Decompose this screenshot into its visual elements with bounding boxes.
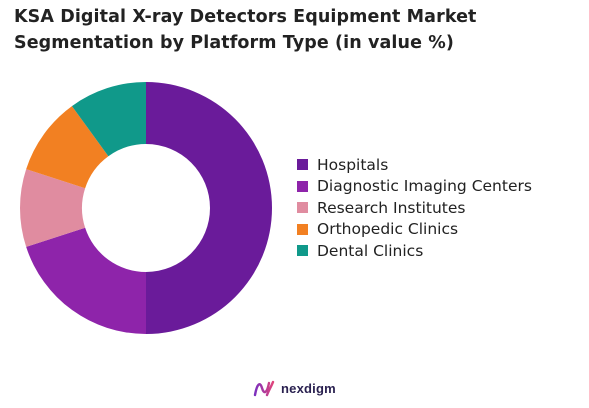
legend-item: Diagnostic Imaging Centers (297, 176, 532, 198)
nexdigm-logo-icon (253, 380, 275, 397)
chart-title: KSA Digital X-ray Detectors Equipment Ma… (14, 7, 477, 53)
donut-chart (19, 82, 272, 334)
donut-slice-orthopedic-clinics (26, 106, 109, 189)
legend-item: Orthopedic Clinics (297, 219, 532, 241)
legend-item: Dental Clinics (297, 240, 532, 262)
legend-label: Hospitals (317, 155, 389, 174)
legend-label: Research Institutes (317, 198, 466, 217)
legend-label: Dental Clinics (317, 241, 424, 260)
donut-slice-research-institutes (19, 169, 86, 247)
legend-swatch (297, 223, 308, 235)
brand-logo: nexdigm (253, 378, 336, 398)
brand-name: nexdigm (281, 380, 336, 396)
legend-label: Diagnostic Imaging Centers (317, 177, 532, 196)
donut-slice-hospitals (146, 82, 272, 334)
legend-swatch (297, 245, 308, 257)
donut-slices (19, 82, 272, 334)
donut-slice-diagnostic-imaging-centers (26, 227, 147, 334)
legend-swatch (297, 180, 308, 192)
donut-slice-dental-clinics (71, 82, 146, 157)
chart-legend: Hospitals Diagnostic Imaging Centers Resea… (297, 154, 532, 262)
legend-swatch (297, 202, 308, 214)
legend-item: Research Institutes (297, 197, 532, 219)
legend-item: Hospitals (297, 154, 532, 176)
legend-swatch (297, 159, 308, 171)
legend-label: Orthopedic Clinics (317, 220, 459, 239)
